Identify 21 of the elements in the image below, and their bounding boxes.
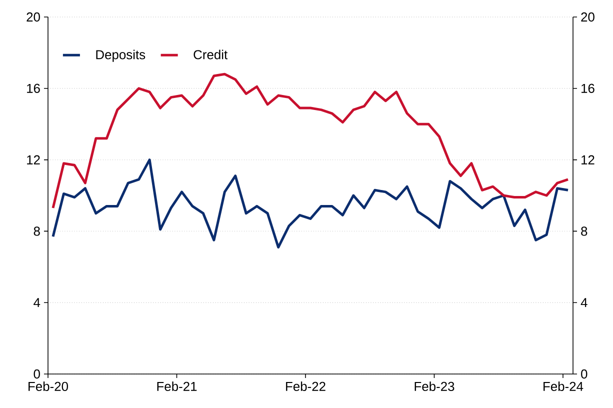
legend-label: Deposits <box>96 50 146 62</box>
y-tick-label: 0 <box>34 369 40 379</box>
y-tick-label: 4 <box>34 298 40 308</box>
y2-tick-label: 20 <box>581 12 594 22</box>
y-tick-label: 20 <box>26 12 40 22</box>
x-tick-label: Feb-23 <box>414 382 454 392</box>
y2-tick-label: 8 <box>581 226 588 236</box>
x-tick-label: Feb-24 <box>544 382 584 392</box>
y2-tick-label: 12 <box>582 155 594 164</box>
line-series <box>52 158 570 249</box>
y-tick-label: 16 <box>27 84 40 93</box>
line-series <box>52 72 570 210</box>
x-tick-label: Feb-22 <box>286 382 326 392</box>
y2-tick-label: 16 <box>582 84 594 93</box>
y2-tick-label: 0 <box>581 369 588 379</box>
y2-tick-label: 4 <box>580 298 588 308</box>
y-tick-label: 8 <box>34 226 40 236</box>
legend-label: Credit <box>194 50 228 60</box>
y-tick-label: 12 <box>27 155 40 164</box>
x-tick-label: Feb-21 <box>157 382 197 392</box>
x-tick-label: Feb-20 <box>28 382 68 392</box>
